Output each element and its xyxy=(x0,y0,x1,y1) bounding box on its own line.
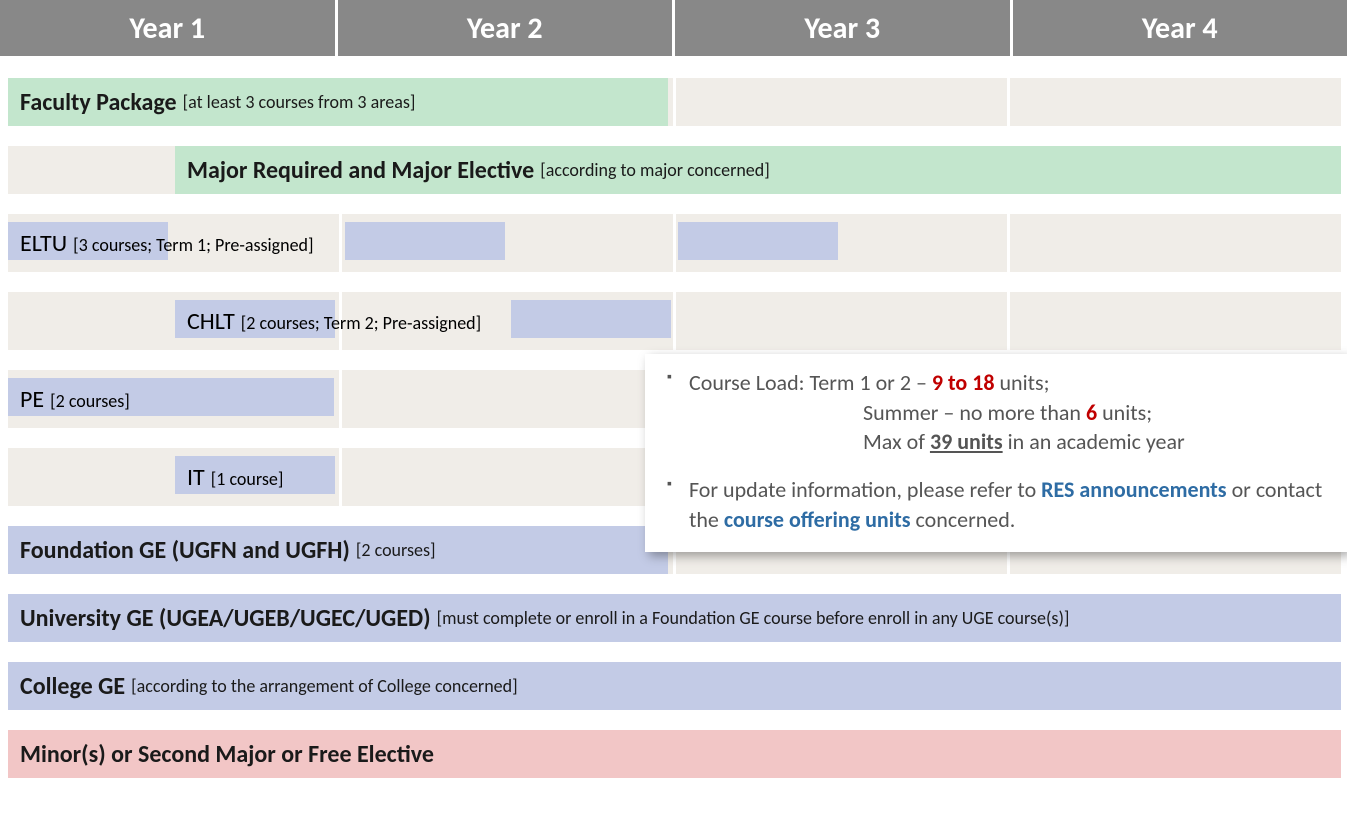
overlay-title-eltu: ELTU xyxy=(20,229,67,258)
overlay-note-eltu: [3 courses; Term 1; Pre-assigned] xyxy=(73,234,313,256)
bar-note-cge: [according to the arrangement of College… xyxy=(131,675,518,697)
bar-uge-0: University GE (UGEA/UGEB/UGEC/UGED) [must… xyxy=(8,594,1341,642)
overlay-note-chlt: [2 courses; Term 2; Pre-assigned] xyxy=(241,312,481,334)
bar-eltu-1 xyxy=(345,222,505,260)
bar-title-minor: Minor(s) or Second Major or Free Electiv… xyxy=(20,740,434,769)
bar-title-cge: College GE xyxy=(20,672,125,701)
bar-title-fge: Foundation GE (UGFN and UGFH) xyxy=(20,536,350,565)
course-load-info-box: Course Load: Term 1 or 2 – 9 to 18 units… xyxy=(645,354,1347,552)
bar-title-uge: University GE (UGEA/UGEB/UGEC/UGED) xyxy=(20,604,431,633)
study-plan-chart: Year 1 Year 2 Year 3 Year 4 Faculty Pack… xyxy=(0,0,1347,822)
overlay-pe: PE [2 courses] xyxy=(20,385,130,414)
year-header-row: Year 1 Year 2 Year 3 Year 4 xyxy=(0,0,1347,56)
overlay-title-pe: PE xyxy=(20,385,44,414)
year-header-2: Year 2 xyxy=(338,0,676,56)
bar-title-major: Major Required and Major Elective xyxy=(187,156,534,185)
bar-eltu-2 xyxy=(678,222,838,260)
bar-note-fge: [2 courses] xyxy=(356,539,436,561)
bar-major-0: Major Required and Major Elective [accord… xyxy=(175,146,1341,194)
info-item-update: For update information, please refer to … xyxy=(667,475,1325,534)
overlay-title-it: IT xyxy=(187,463,205,492)
overlay-title-chlt: CHLT xyxy=(187,307,235,336)
year-header-3: Year 3 xyxy=(675,0,1013,56)
bar-chlt-1 xyxy=(511,300,671,338)
overlay-it: IT [1 course] xyxy=(187,463,283,492)
bar-title-faculty: Faculty Package xyxy=(20,88,177,117)
chart-body: Faculty Package [at least 3 courses from … xyxy=(0,56,1347,822)
year-header-1: Year 1 xyxy=(0,0,338,56)
bar-cge-0: College GE [according to the arrangement … xyxy=(8,662,1341,710)
overlay-chlt: CHLT [2 courses; Term 2; Pre-assigned] xyxy=(187,307,481,336)
bar-minor-0: Minor(s) or Second Major or Free Electiv… xyxy=(8,730,1341,778)
bar-note-major: [according to major concerned] xyxy=(540,159,770,181)
bar-faculty-0: Faculty Package [at least 3 courses from … xyxy=(8,78,668,126)
overlay-note-pe: [2 courses] xyxy=(50,390,130,412)
overlay-eltu: ELTU [3 courses; Term 1; Pre-assigned] xyxy=(20,229,314,258)
year-header-4: Year 4 xyxy=(1013,0,1347,56)
info-item-course-load: Course Load: Term 1 or 2 – 9 to 18 units… xyxy=(667,368,1325,457)
overlay-note-it: [1 course] xyxy=(211,468,284,490)
bar-note-uge: [must complete or enroll in a Foundation… xyxy=(437,607,1070,629)
bar-note-faculty: [at least 3 courses from 3 areas] xyxy=(183,91,416,113)
bar-fge-0: Foundation GE (UGFN and UGFH) [2 courses] xyxy=(8,526,668,574)
